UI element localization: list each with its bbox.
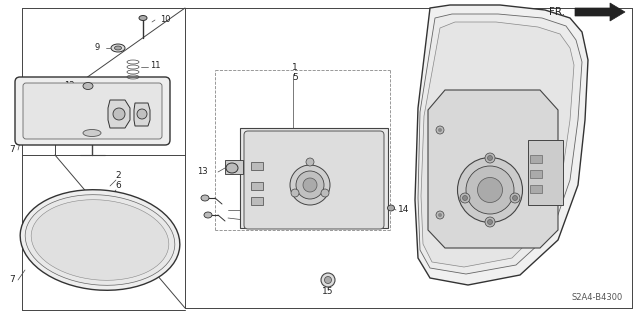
Polygon shape: [415, 5, 588, 285]
Ellipse shape: [139, 16, 147, 20]
Bar: [530, 185, 542, 193]
Bar: [530, 155, 542, 163]
FancyBboxPatch shape: [244, 131, 384, 229]
Ellipse shape: [438, 213, 442, 217]
Ellipse shape: [321, 189, 329, 197]
Text: 5: 5: [292, 73, 298, 83]
Text: 7: 7: [9, 276, 15, 285]
Bar: [251, 197, 263, 205]
Ellipse shape: [115, 46, 122, 50]
Ellipse shape: [111, 44, 125, 52]
Ellipse shape: [226, 163, 238, 173]
Polygon shape: [418, 14, 582, 274]
Polygon shape: [134, 103, 150, 126]
Ellipse shape: [488, 155, 493, 160]
Text: 13: 13: [197, 167, 208, 176]
Ellipse shape: [306, 158, 314, 166]
Text: S2A4-B4300: S2A4-B4300: [572, 293, 623, 302]
Bar: [251, 182, 263, 190]
Bar: [528, 140, 563, 205]
Text: 4: 4: [265, 216, 271, 225]
Ellipse shape: [296, 171, 324, 199]
Ellipse shape: [436, 211, 444, 219]
Ellipse shape: [438, 128, 442, 132]
Polygon shape: [428, 90, 558, 248]
Ellipse shape: [324, 277, 332, 284]
Ellipse shape: [113, 108, 125, 120]
Polygon shape: [421, 22, 574, 267]
Text: 9: 9: [95, 43, 100, 53]
Ellipse shape: [31, 200, 169, 280]
Ellipse shape: [458, 158, 522, 222]
Ellipse shape: [485, 217, 495, 227]
Ellipse shape: [291, 189, 299, 197]
FancyBboxPatch shape: [15, 77, 170, 145]
Text: 11: 11: [150, 61, 160, 70]
Ellipse shape: [25, 195, 175, 285]
Text: 2: 2: [115, 170, 121, 180]
Text: 1: 1: [292, 63, 298, 72]
Text: 6: 6: [115, 181, 121, 189]
Text: 3: 3: [265, 204, 271, 212]
Ellipse shape: [303, 178, 317, 192]
Polygon shape: [575, 3, 625, 21]
Text: 7: 7: [9, 145, 15, 154]
Ellipse shape: [510, 193, 520, 203]
Text: 14: 14: [398, 205, 410, 214]
Ellipse shape: [477, 177, 502, 203]
Text: 10: 10: [160, 16, 170, 25]
Ellipse shape: [20, 190, 180, 290]
Ellipse shape: [387, 205, 394, 211]
Bar: [225, 160, 243, 174]
Ellipse shape: [466, 166, 514, 214]
Ellipse shape: [460, 193, 470, 203]
Ellipse shape: [201, 195, 209, 201]
Ellipse shape: [463, 196, 467, 201]
Ellipse shape: [488, 219, 493, 225]
Ellipse shape: [513, 196, 518, 201]
Text: FR.: FR.: [549, 7, 565, 17]
Ellipse shape: [204, 212, 212, 218]
Bar: [251, 162, 263, 170]
Text: 12: 12: [65, 81, 75, 91]
Text: 8: 8: [156, 121, 161, 130]
Ellipse shape: [83, 83, 93, 90]
Ellipse shape: [321, 273, 335, 287]
FancyBboxPatch shape: [23, 83, 162, 139]
Bar: [530, 170, 542, 178]
Polygon shape: [240, 128, 388, 228]
Ellipse shape: [485, 153, 495, 163]
Ellipse shape: [436, 126, 444, 134]
Ellipse shape: [83, 130, 101, 137]
Polygon shape: [108, 100, 130, 128]
Text: 15: 15: [323, 287, 333, 296]
Ellipse shape: [290, 165, 330, 205]
Ellipse shape: [137, 109, 147, 119]
